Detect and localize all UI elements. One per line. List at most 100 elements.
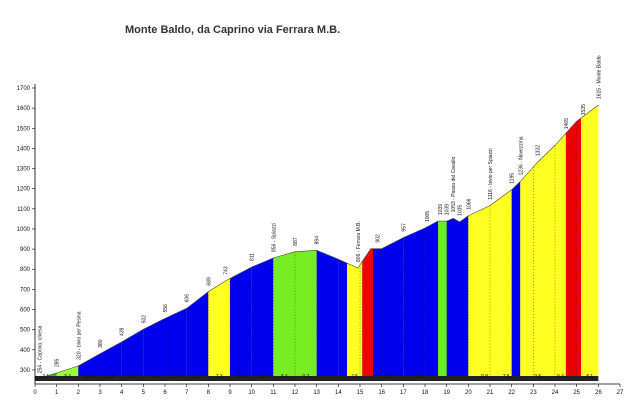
x-tick-label: 27 bbox=[617, 390, 624, 396]
point-label: 1535 bbox=[581, 104, 587, 115]
grade-label: 9.8 bbox=[481, 374, 488, 380]
x-tick-label: 0 bbox=[33, 390, 37, 396]
point-label: 1005 bbox=[425, 211, 431, 222]
grade-label: 6.0 bbox=[86, 374, 93, 380]
x-tick-label: 20 bbox=[465, 390, 472, 396]
y-tick-label: 800 bbox=[20, 267, 31, 273]
point-label: 285 bbox=[55, 358, 61, 367]
grade-label: 5.6 bbox=[237, 374, 244, 380]
point-label: 1039 bbox=[438, 204, 444, 215]
grade-label: 3.4 bbox=[281, 374, 288, 380]
y-tick-label: 400 bbox=[20, 348, 31, 354]
grade-label: 5.8 bbox=[259, 374, 266, 380]
x-tick-label: 13 bbox=[313, 390, 320, 396]
grade-label: 7.5 bbox=[503, 374, 510, 380]
x-tick-label: 1 bbox=[55, 390, 59, 396]
point-label: 1332 bbox=[536, 145, 542, 156]
x-tick-label: 2 bbox=[77, 390, 81, 396]
y-tick-label: 1100 bbox=[17, 207, 31, 213]
y-tick-label: 900 bbox=[20, 247, 31, 253]
x-tick-label: 26 bbox=[595, 390, 602, 396]
gradient-segment-23 bbox=[511, 181, 521, 380]
point-label: 743 bbox=[224, 266, 230, 275]
gradient-segment-22 bbox=[500, 189, 512, 380]
x-tick-label: 11 bbox=[270, 390, 277, 396]
chart-title: Monte Baldo, da Caprino via Ferrara M.B. bbox=[125, 24, 340, 36]
point-label: 1195 bbox=[510, 173, 516, 184]
grade-label: 7.3 bbox=[216, 374, 223, 380]
point-label: 439 bbox=[120, 327, 126, 336]
x-tick-label: 25 bbox=[573, 390, 580, 396]
x-tick-label: 19 bbox=[443, 390, 450, 396]
x-tick-label: 4 bbox=[120, 390, 124, 396]
x-tick-label: 22 bbox=[508, 390, 515, 396]
gradient-segment-4 bbox=[121, 329, 144, 380]
point-label: 502 bbox=[141, 315, 147, 324]
grade-label: 5.0 bbox=[417, 374, 424, 380]
gradient-segment-16 bbox=[362, 248, 373, 380]
gradient-segment-9 bbox=[230, 267, 252, 380]
point-label: 887 bbox=[293, 237, 299, 246]
grade-label: 3.1 bbox=[42, 374, 49, 380]
y-tick-label: 1700 bbox=[17, 86, 31, 92]
gradient-segment-20 bbox=[446, 215, 469, 380]
gradient-segment-5 bbox=[143, 318, 165, 380]
gradient-segment-15 bbox=[347, 261, 363, 380]
gradient-segment-11 bbox=[273, 251, 295, 380]
x-tick-label: 21 bbox=[487, 390, 494, 396]
gradient-segment-18 bbox=[403, 221, 438, 380]
gradient-segment-2 bbox=[78, 353, 100, 380]
gradient-segment-6 bbox=[165, 308, 187, 380]
point-label: 1039 bbox=[445, 204, 451, 215]
point-label: 1116 - bivio per Spiazzi bbox=[488, 148, 494, 199]
grade-label: 6.3 bbox=[129, 374, 136, 380]
x-tick-label: 24 bbox=[552, 390, 559, 396]
gradient-segment-17 bbox=[373, 237, 404, 380]
y-tick-label: 1200 bbox=[17, 187, 31, 193]
point-label: 1236 - Novezzina bbox=[518, 136, 524, 175]
gradient-segment-7 bbox=[186, 291, 209, 380]
point-label: 1465 bbox=[564, 118, 570, 129]
gradient-segment-26 bbox=[565, 118, 581, 380]
gradient-segment-24 bbox=[520, 145, 555, 380]
grade-label: 8.3 bbox=[194, 374, 201, 380]
grade-label: 5.4 bbox=[151, 374, 158, 380]
x-tick-label: 9 bbox=[228, 390, 232, 396]
y-tick-label: 1600 bbox=[17, 106, 31, 112]
x-tick-label: 15 bbox=[357, 390, 364, 396]
gradient-segment-19 bbox=[438, 221, 447, 380]
point-label: 957 bbox=[401, 223, 407, 232]
x-tick-label: 17 bbox=[400, 390, 407, 396]
gradient-segment-3 bbox=[100, 341, 122, 380]
point-label: 856 - Spiazzi bbox=[271, 223, 277, 252]
y-tick-label: 1300 bbox=[17, 167, 31, 173]
gradient-segment-8 bbox=[208, 278, 230, 380]
point-label: 254 - Caprino, chiesa bbox=[37, 325, 43, 373]
y-tick-label: 1400 bbox=[17, 146, 31, 152]
gradient-segment-25 bbox=[555, 133, 566, 380]
grade-label: 8.1 bbox=[586, 374, 593, 380]
gradient-segment-12 bbox=[295, 250, 317, 380]
grade-label: 7.5 bbox=[351, 374, 358, 380]
gradient-segment-14 bbox=[338, 259, 347, 380]
point-label: 1053 - Passo del Cavallo bbox=[451, 157, 457, 213]
grade-label: 5.5 bbox=[385, 374, 392, 380]
point-label: 606 bbox=[185, 294, 191, 303]
x-tick-label: 8 bbox=[207, 390, 211, 396]
x-tick-label: 7 bbox=[185, 390, 189, 396]
grade-label: 5.9 bbox=[107, 374, 114, 380]
gradient-segment-10 bbox=[251, 258, 274, 380]
x-tick-label: 10 bbox=[248, 390, 255, 396]
grade-label: 9.4 bbox=[557, 374, 564, 380]
x-tick-label: 18 bbox=[422, 390, 429, 396]
base-strip bbox=[35, 376, 599, 381]
x-tick-label: 6 bbox=[163, 390, 167, 396]
point-label: 380 bbox=[98, 339, 104, 348]
point-label: 320 - bivio per Pesina bbox=[76, 311, 82, 360]
y-tick-label: 300 bbox=[20, 368, 31, 374]
y-tick-label: 600 bbox=[20, 308, 31, 314]
x-tick-label: 16 bbox=[378, 390, 385, 396]
point-label: 894 bbox=[315, 236, 321, 245]
point-label: 1035 bbox=[458, 205, 464, 216]
